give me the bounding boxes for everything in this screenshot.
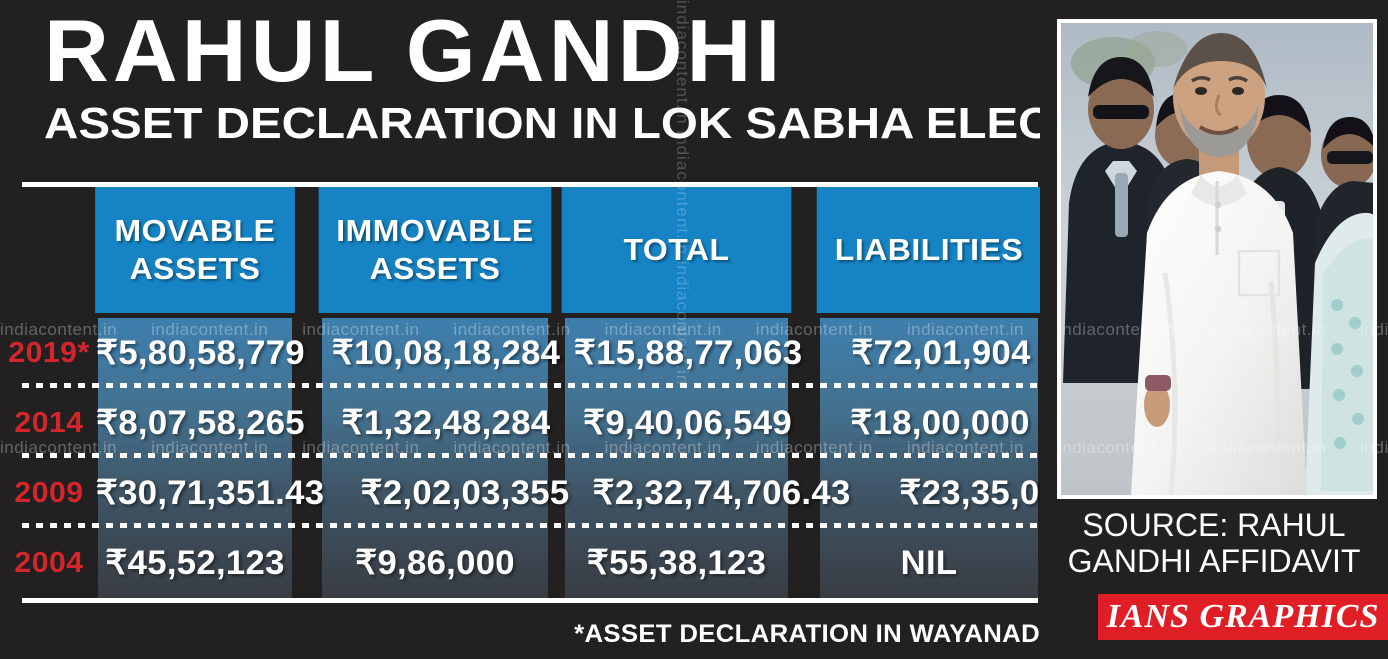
title-block: RAHUL GANDHI ASSET DECLARATION IN LOK SA… [44,6,1198,146]
table-bottom-rule [22,598,1038,603]
table-row: 2004 ₹45,52,123 ₹9,86,000 ₹55,38,123 NIL [0,528,1040,598]
cell-gap [788,528,820,598]
row-separator [22,523,1038,528]
table-row: 2009 ₹30,71,351.43 ₹2,02,03,355 ₹2,32,74… [0,458,1078,528]
column-gap-1 [292,187,322,313]
column-header-movable-assets: MOVABLE ASSETS [95,187,295,313]
cell-liabilities: ₹72,01,904 [851,334,1031,372]
footnote-text: *ASSET DECLARATION IN WAYANAD [574,620,1040,648]
column-header-immovable-assets: IMMOVABLE ASSETS [318,187,552,313]
table-top-rule [22,182,1038,187]
photo-canvas [1061,23,1373,495]
column-background-total [565,318,788,598]
asset-declaration-table: MOVABLE ASSETS IMMOVABLE ASSETS TOTAL [0,187,1078,598]
rahul-gandhi-photo [1057,19,1377,499]
row-year-label: 2009 [14,476,84,509]
page-subtitle: ASSET DECLARATION IN LOK SABHA ELECTIONS [44,99,1198,149]
cell-gap [303,388,333,458]
cell-total: ₹2,32,74,706.43 [592,474,851,512]
cell-liabilities: NIL [900,543,958,582]
row-year-label: 2004 [14,546,84,579]
cell-immovable: ₹2,02,03,355 [360,474,570,512]
cell-total: ₹15,88,77,063 [573,334,803,372]
photo-illustration [1061,23,1373,495]
column-header-movable-line2: ASSETS [129,251,261,286]
row-year-label: 2014 [14,406,84,439]
cell-liabilities: ₹18,00,000 [850,404,1030,442]
row-year-label: 2019* [8,336,90,369]
cell-gap [848,458,880,528]
column-background-liabilities [820,318,1038,598]
cell-gap [799,388,831,458]
table-row: 2014 ₹8,07,58,265 ₹1,32,48,284 ₹9,40,06,… [0,388,1040,458]
column-header-liabilities: LIABILITIES [816,187,1042,313]
column-background-movable [98,318,292,598]
cell-gap [322,458,352,528]
ians-graphics-label: IANS GRAPHICS [1106,598,1380,635]
cell-gap [303,318,333,388]
column-header-immovable-line1: IMMOVABLE [336,213,534,249]
cell-immovable: ₹9,86,000 [355,544,515,582]
left-content-panel: RAHUL GANDHI ASSET DECLARATION IN LOK SA… [0,6,1198,648]
cell-gap [800,318,832,388]
column-header-total-line1: TOTAL [623,232,730,268]
cell-movable: ₹5,80,58,779 [95,334,305,372]
page-title: RAHUL GANDHI [44,1,785,100]
cell-movable: ₹30,71,351.43 [95,474,325,512]
column-header-immovable-line2: ASSETS [369,251,501,286]
ians-graphics-badge: IANS GRAPHICS [1098,594,1388,640]
column-header-movable-line1: MOVABLE [114,213,276,249]
cell-total: ₹9,40,06,549 [582,404,792,442]
cell-movable: ₹8,07,58,265 [95,404,305,442]
cell-total: ₹55,38,123 [586,544,767,582]
table-row: 2019* ₹5,80,58,779 ₹10,08,18,284 ₹15,88,… [0,318,1040,388]
source-line-2: GANDHI AFFIDAVIT [1067,542,1361,579]
table-header-row: MOVABLE ASSETS IMMOVABLE ASSETS TOTAL [0,187,1042,313]
header-year-cell [0,187,100,313]
cell-gap [292,528,322,598]
cell-immovable: ₹1,32,48,284 [341,404,551,442]
column-header-liabilities-line1: LIABILITIES [834,232,1024,268]
woman-right [1305,212,1373,495]
source-line-1: SOURCE: RAHUL [1082,507,1346,543]
right-sidebar-panel: SOURCE: RAHUL GANDHI AFFIDAVIT IANS GRAP… [1040,0,1388,659]
main-figure [1131,33,1307,495]
column-header-total: TOTAL [561,187,792,313]
column-gap-3 [788,187,820,313]
row-separator [22,453,1038,458]
row-separator [22,383,1038,388]
cell-immovable: ₹10,08,18,284 [331,334,561,372]
source-text: SOURCE: RAHUL GANDHI AFFIDAVIT [1046,507,1382,580]
cell-movable: ₹45,52,123 [105,544,285,582]
column-background-immovable [322,318,548,598]
